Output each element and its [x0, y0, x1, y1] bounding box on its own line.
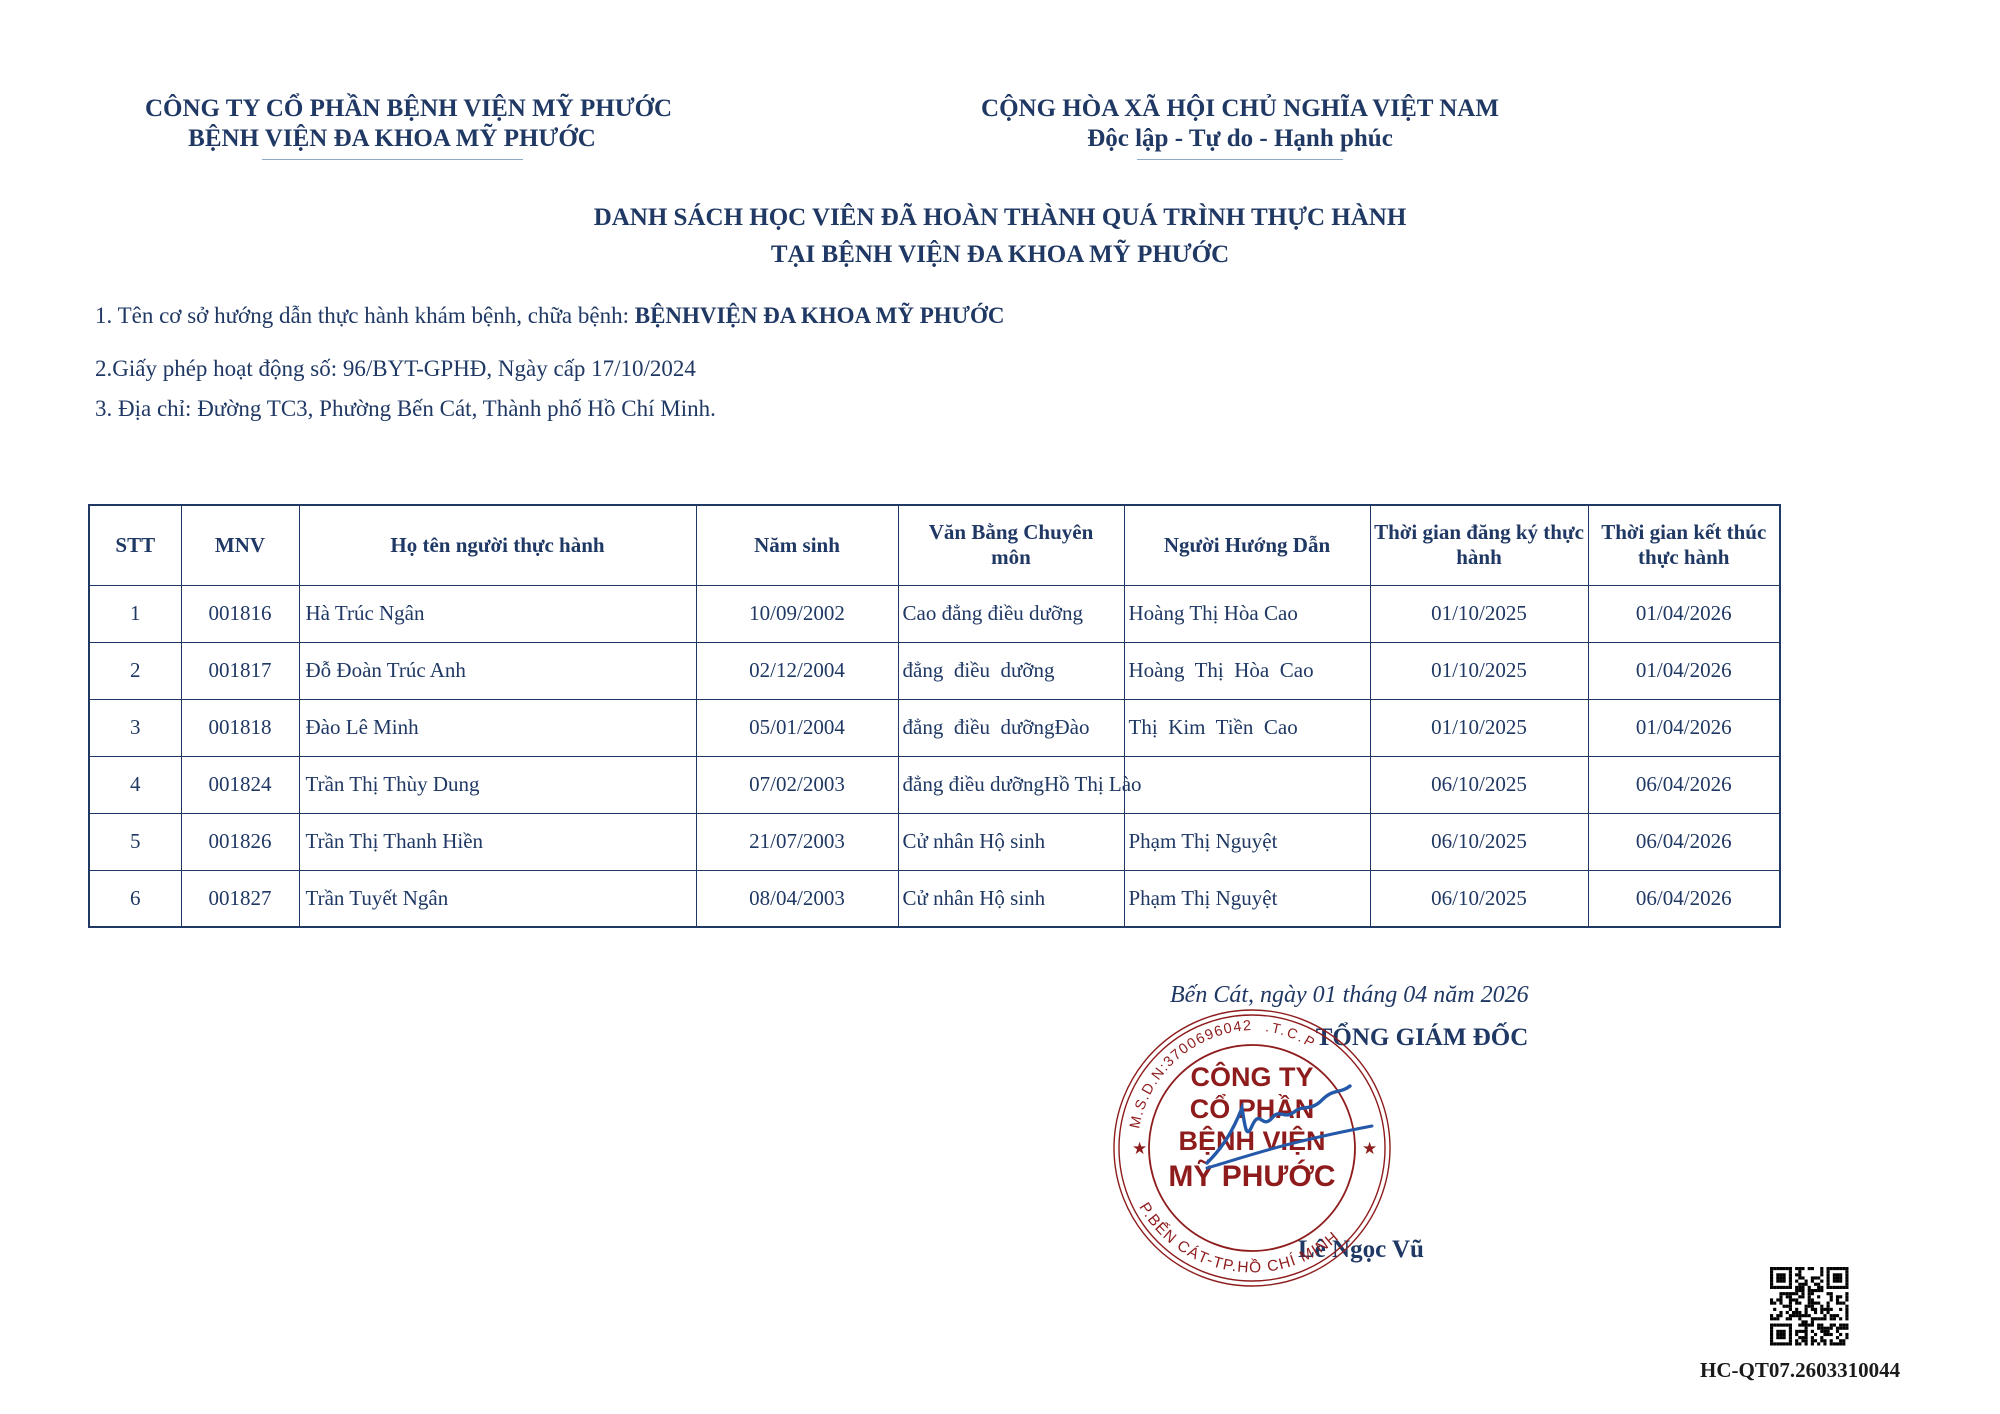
svg-text:★: ★	[1132, 1139, 1147, 1158]
svg-text:CÔNG TY: CÔNG TY	[1190, 1061, 1313, 1092]
svg-text:CỔ PHẦN: CỔ PHẦN	[1190, 1093, 1315, 1124]
svg-text:★: ★	[1362, 1139, 1377, 1158]
svg-text:MỸ PHƯỚC: MỸ PHƯỚC	[1168, 1159, 1335, 1193]
svg-text:P.BẾN CÁT-TP.HỒ CHÍ MINH: P.BẾN CÁT-TP.HỒ CHÍ MINH	[1135, 1200, 1342, 1277]
